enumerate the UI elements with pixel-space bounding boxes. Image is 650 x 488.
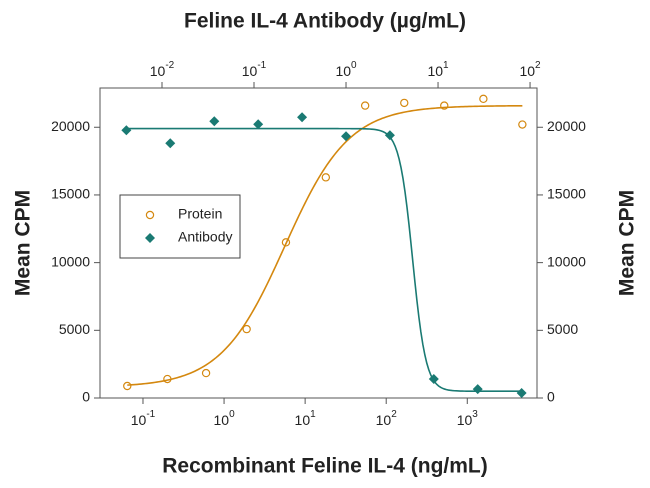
data-point	[321, 173, 331, 182]
data-point	[297, 112, 308, 123]
data-point	[281, 238, 291, 247]
data-point	[472, 384, 483, 395]
x-tick-label: 102	[519, 60, 541, 79]
x-tick-label: 103	[457, 409, 479, 428]
x-tick-base: 10	[376, 412, 392, 428]
right-axis-title: Mean CPM	[616, 190, 639, 296]
fit-curve	[126, 127, 522, 393]
y-tick-label: 15000	[51, 186, 90, 202]
y-tick-label: 10000	[51, 253, 90, 269]
x-tick-exponent: -2	[165, 60, 174, 71]
x-tick-base: 10	[150, 63, 166, 79]
data-point	[165, 138, 176, 149]
y2-tick-label: 5000	[547, 321, 578, 337]
y-tick-label: 20000	[51, 118, 90, 134]
data-point	[253, 119, 264, 130]
x-tick-label: 100	[213, 409, 235, 428]
x-tick-label: 101	[295, 409, 317, 428]
plot-frame	[99, 87, 538, 399]
x-tick-base: 10	[427, 63, 443, 79]
x-tick-base: 10	[519, 63, 535, 79]
x-tick-exponent: 0	[229, 409, 235, 420]
x-tick-exponent: 3	[472, 409, 478, 420]
x-tick-exponent: -1	[257, 60, 266, 71]
data-point	[516, 387, 527, 398]
x-tick-label: 10-1	[242, 60, 267, 79]
x-tick-base: 10	[242, 63, 258, 79]
y-tick-label: 0	[82, 389, 90, 405]
top-axis-title: Feline IL-4 Antibody (µg/mL)	[184, 10, 466, 33]
data-point	[440, 101, 449, 110]
y2-tick-label: 10000	[547, 253, 586, 269]
data-point	[123, 381, 132, 391]
x-tick-label: 100	[335, 60, 357, 79]
legend-label: Protein	[178, 206, 222, 222]
left-axis-title: Mean CPM	[12, 190, 35, 296]
legend-marker	[145, 233, 155, 243]
data-point	[518, 120, 527, 129]
x-tick-base: 10	[213, 412, 229, 428]
x-tick-base: 10	[131, 412, 147, 428]
x-tick-label: 101	[427, 60, 449, 79]
data-point	[121, 125, 132, 136]
legend-marker	[145, 210, 155, 220]
data-point	[163, 374, 172, 384]
data-point	[479, 94, 488, 104]
bottom-axis-title: Recombinant Feline IL-4 (ng/mL)	[162, 455, 488, 478]
data-point	[360, 101, 370, 110]
legend-box	[119, 194, 241, 259]
data-point	[428, 374, 439, 385]
y2-tick-label: 0	[547, 389, 555, 405]
x-tick-label: 102	[376, 409, 398, 428]
y-tick-label: 5000	[59, 321, 90, 337]
data-point	[400, 98, 409, 108]
x-tick-label: 10-2	[150, 60, 175, 79]
x-tick-base: 10	[457, 412, 473, 428]
legend-label: Antibody	[178, 229, 232, 245]
y2-tick-label: 15000	[547, 186, 586, 202]
data-point	[209, 116, 220, 127]
x-tick-exponent: -1	[146, 409, 155, 420]
x-tick-exponent: 2	[535, 60, 541, 71]
data-point	[341, 131, 352, 142]
x-tick-exponent: 1	[310, 409, 316, 420]
x-tick-base: 10	[335, 63, 351, 79]
x-tick-base: 10	[295, 412, 311, 428]
x-tick-exponent: 1	[443, 60, 449, 71]
data-point	[384, 130, 395, 141]
data-point	[201, 368, 211, 378]
x-tick-exponent: 0	[351, 60, 357, 71]
x-tick-exponent: 2	[391, 409, 397, 420]
x-tick-label: 10-1	[131, 409, 156, 428]
fit-curve	[127, 104, 523, 386]
data-point	[242, 324, 251, 334]
y2-tick-label: 20000	[547, 118, 586, 134]
